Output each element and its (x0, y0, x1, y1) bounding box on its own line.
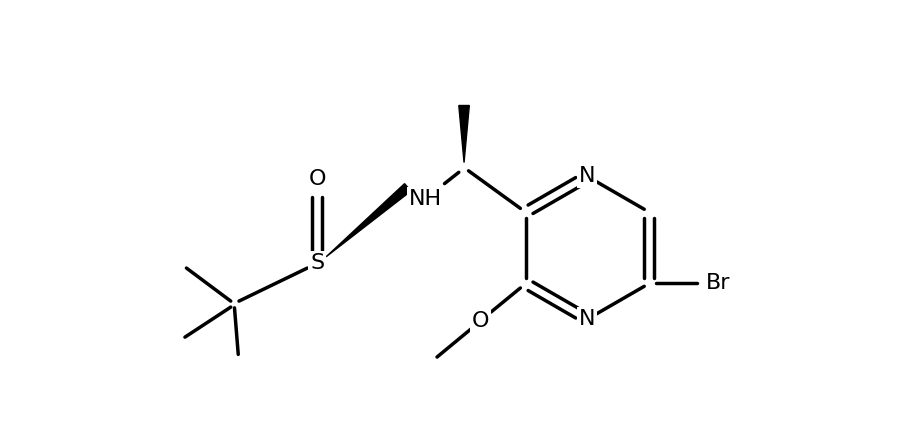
Text: N: N (578, 166, 595, 187)
Text: Br: Br (705, 273, 730, 294)
Text: NH: NH (408, 189, 441, 208)
Polygon shape (458, 105, 469, 163)
Text: O: O (471, 311, 489, 331)
Polygon shape (326, 184, 411, 257)
Text: O: O (308, 169, 325, 189)
Text: N: N (578, 309, 595, 329)
Text: S: S (310, 253, 323, 273)
